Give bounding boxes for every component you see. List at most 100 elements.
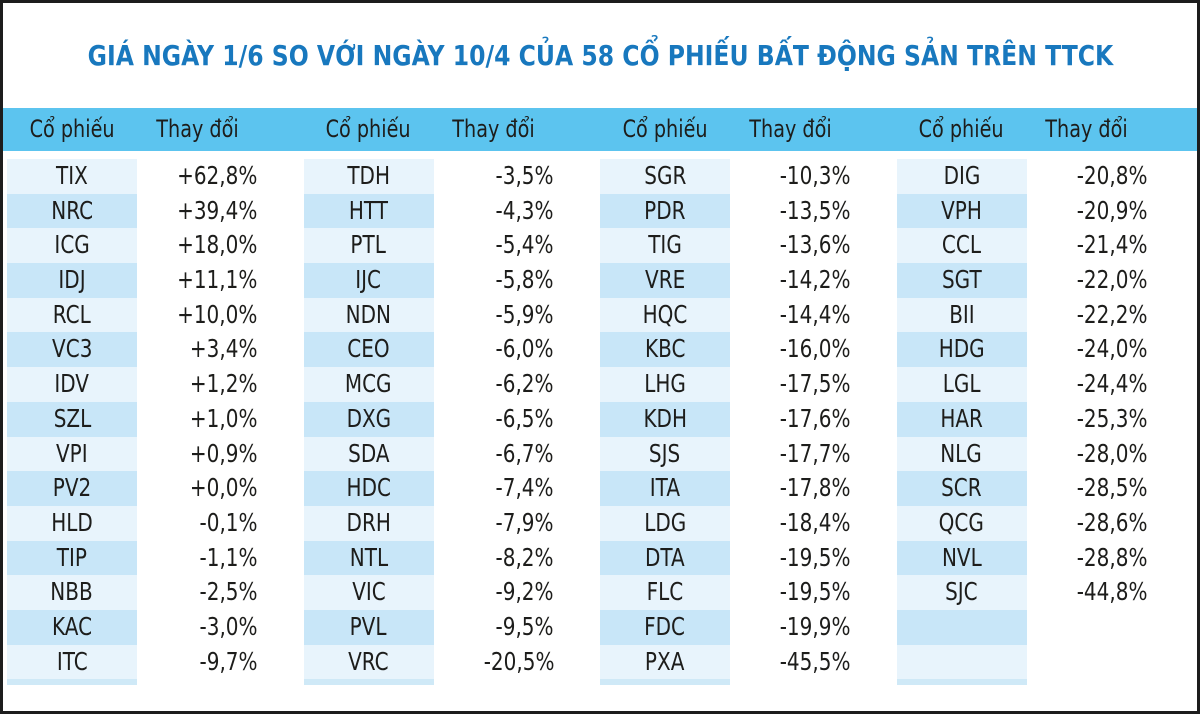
stock-code: NVL xyxy=(941,542,982,572)
change-value-cell: -6,5% xyxy=(434,402,601,437)
stock-code: VIC xyxy=(351,577,386,607)
change-value: -25,3% xyxy=(1076,403,1147,433)
stock-code-cell: SZL xyxy=(7,401,137,437)
change-value: +11,1% xyxy=(177,265,258,295)
change-value: -9,7% xyxy=(199,646,258,676)
change-value-cell: -28,8% xyxy=(1027,541,1194,576)
stock-code-cell: PV2 xyxy=(7,471,137,506)
column-header-stock: Cổ phiếu xyxy=(600,108,730,151)
table-row: PVL -9,5% xyxy=(303,609,601,645)
stock-code-cell: BII xyxy=(896,297,1027,333)
change-value: +39,4% xyxy=(177,195,258,225)
stock-code-cell: NTL xyxy=(303,540,434,576)
stock-code: NLG xyxy=(940,438,983,468)
stock-code-cell: SJC xyxy=(896,575,1027,610)
stock-code-cell: MCG xyxy=(303,367,434,402)
stock-code-cell xyxy=(896,609,1027,645)
change-value: -9,5% xyxy=(495,611,554,641)
change-value: -17,6% xyxy=(779,403,851,433)
stock-code-cell: NBB xyxy=(7,575,137,610)
stock-code-cell: TIX xyxy=(7,159,137,194)
stock-code: NBB xyxy=(50,577,94,607)
change-value-cell: -9,7% xyxy=(137,645,304,680)
stock-code-cell: HDC xyxy=(303,471,434,506)
table-row: SDA -6,7% xyxy=(303,436,601,472)
column-header-stock: Cổ phiếu xyxy=(304,108,434,151)
stock-code: PXA xyxy=(645,646,685,676)
change-value: +1,2% xyxy=(189,369,258,399)
change-value: -0,1% xyxy=(199,507,258,537)
table-row: ITC -9,7% xyxy=(7,644,304,680)
stock-code-cell: NRC xyxy=(7,193,137,229)
partial-stripe xyxy=(896,679,1027,686)
stock-code: IDV xyxy=(54,369,90,399)
partial-stripe xyxy=(303,679,434,686)
stock-code-cell: TIP xyxy=(7,540,137,576)
change-value-cell: -0,1% xyxy=(137,506,304,541)
change-value-cell: -19,5% xyxy=(730,541,897,576)
table-column-group: DIG -20,8% VPH -20,9% CCL -21,4% SGT -22,0% BII -… xyxy=(896,159,1194,686)
stock-code: NTL xyxy=(349,542,388,572)
partial-stripe xyxy=(600,679,730,686)
stock-code-cell: TDH xyxy=(303,159,434,194)
stock-code-cell: DRH xyxy=(303,505,434,541)
change-value-cell: -14,4% xyxy=(730,298,897,333)
stock-code-cell: VPH xyxy=(896,193,1027,229)
change-value-cell: +18,0% xyxy=(137,228,304,263)
stock-code-cell: VRE xyxy=(600,263,730,298)
change-value-cell: -10,3% xyxy=(730,159,897,194)
change-value-cell: -24,4% xyxy=(1027,367,1194,402)
change-value: -8,2% xyxy=(495,542,554,572)
change-value-cell: -18,4% xyxy=(730,506,897,541)
stock-code: HDG xyxy=(938,334,985,364)
table-row: DTA -19,5% xyxy=(600,540,897,576)
change-value: -18,4% xyxy=(779,507,851,537)
stock-code: VC3 xyxy=(51,334,93,364)
table-row: NLG -28,0% xyxy=(896,436,1194,472)
stock-code: BII xyxy=(948,299,975,329)
stock-code-cell: SDA xyxy=(303,436,434,472)
table-row: SZL +1,0% xyxy=(7,401,304,437)
table-row: NBB -2,5% xyxy=(7,575,304,610)
stock-code-cell: VRC xyxy=(303,644,434,680)
change-value-cell: -3,0% xyxy=(137,610,304,645)
table-row: DXG -6,5% xyxy=(303,401,601,437)
table-row: VIC -9,2% xyxy=(303,575,601,610)
table-row: DRH -7,9% xyxy=(303,505,601,541)
change-value-cell: +11,1% xyxy=(137,263,304,298)
change-value: -7,9% xyxy=(495,507,554,537)
stock-code-cell: ICG xyxy=(7,228,137,264)
stock-code: TDH xyxy=(347,161,390,190)
stock-code-cell: NLG xyxy=(896,436,1027,472)
stock-code: HTT xyxy=(348,195,389,225)
stock-code: PVL xyxy=(350,611,387,641)
change-value: +1,0% xyxy=(189,403,258,433)
change-value: +0,9% xyxy=(189,438,258,468)
table-row: IDV +1,2% xyxy=(7,367,304,402)
table-row: LDG -18,4% xyxy=(600,505,897,541)
change-value: +0,0% xyxy=(189,473,258,503)
change-value-cell: -17,6% xyxy=(730,402,897,437)
stock-code-cell: DXG xyxy=(303,401,434,437)
table-row: TIX +62,8% xyxy=(7,159,304,194)
change-value-cell: +62,8% xyxy=(137,159,304,194)
stock-code-cell: TIG xyxy=(600,228,730,264)
change-value-cell: -22,0% xyxy=(1027,263,1194,298)
stock-code-cell: HQC xyxy=(600,297,730,333)
change-value: -20,9% xyxy=(1076,195,1147,225)
stock-code: HAR xyxy=(940,403,983,433)
stock-code-cell: VPI xyxy=(7,436,137,472)
change-value-cell: +0,9% xyxy=(137,437,304,472)
stock-code-cell: CCL xyxy=(896,228,1027,264)
change-value-cell: +10,0% xyxy=(137,298,304,333)
stock-code-cell xyxy=(896,644,1027,680)
change-value: -28,8% xyxy=(1076,542,1147,572)
stock-code: CEO xyxy=(347,334,390,364)
change-value-cell: -6,7% xyxy=(434,437,601,472)
table-row: PXA -45,5% xyxy=(600,644,897,680)
table-row: KAC -3,0% xyxy=(7,609,304,645)
table-column-group: TDH -3,5% HTT -4,3% PTL -5,4% IJC -5,8% NDN -5,9%… xyxy=(303,159,601,686)
partial-stripe-row xyxy=(600,679,897,686)
stock-code-cell: DTA xyxy=(600,540,730,576)
change-value: +18,0% xyxy=(177,230,258,260)
